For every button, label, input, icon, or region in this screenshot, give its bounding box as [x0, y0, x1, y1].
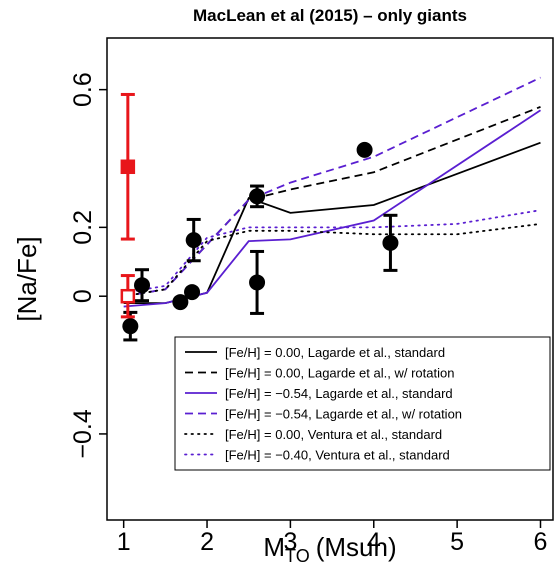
- legend-label: [Fe/H] = −0.54, Lagarde et al., w/ rotat…: [225, 407, 462, 422]
- chart-title: MacLean et al (2015) – only giants: [193, 6, 467, 25]
- data-point: [134, 277, 151, 294]
- data-point: [172, 294, 189, 311]
- data-point: [249, 188, 266, 205]
- data-point: [120, 288, 136, 304]
- y-tick-label: −0.4: [69, 409, 97, 458]
- x-tick-label: 2: [200, 528, 214, 556]
- model-line: [122, 209, 542, 294]
- data-point: [356, 141, 373, 158]
- data-point: [120, 159, 136, 175]
- x-tick-label: 1: [117, 528, 131, 556]
- y-axis-label: [Na/Fe]: [12, 236, 42, 321]
- data-point: [249, 274, 266, 291]
- data-point: [185, 232, 202, 249]
- model-line: [123, 109, 541, 308]
- x-label-main: M: [263, 532, 285, 562]
- legend-label: [Fe/H] = 0.00, Ventura et al., standard: [225, 427, 442, 442]
- y-tick-label: 0.2: [69, 210, 97, 245]
- data-point: [382, 234, 399, 251]
- model-line: [123, 76, 541, 298]
- x-tick-label: 6: [534, 528, 548, 556]
- x-axis-label: MTO (Msun): [263, 532, 396, 564]
- model-line: [122, 223, 542, 298]
- legend-label: [Fe/H] = −0.40, Ventura et al., standard: [225, 448, 450, 463]
- legend-box: [174, 336, 551, 471]
- plot-area: [120, 76, 542, 342]
- model-line: [123, 141, 541, 304]
- y-tick-label: 0: [69, 289, 97, 303]
- legend-label: [Fe/H] = 0.00, Lagarde et al., standard: [225, 345, 445, 360]
- y-tick-label: 0.6: [69, 72, 97, 107]
- x-tick-label: 3: [283, 528, 297, 556]
- x-tick-label: 4: [367, 528, 381, 556]
- data-point: [122, 318, 139, 335]
- x-label-unit: (Msun): [316, 532, 397, 562]
- legend-label: [Fe/H] = 0.00, Lagarde et al., w/ rotati…: [225, 366, 454, 381]
- data-point: [184, 284, 201, 301]
- x-label-subscript: TO: [285, 546, 310, 564]
- legend-label: [Fe/H] = −0.54, Lagarde et al., standard: [225, 386, 453, 401]
- x-tick-label: 5: [450, 528, 464, 556]
- plot-frame: [106, 37, 554, 521]
